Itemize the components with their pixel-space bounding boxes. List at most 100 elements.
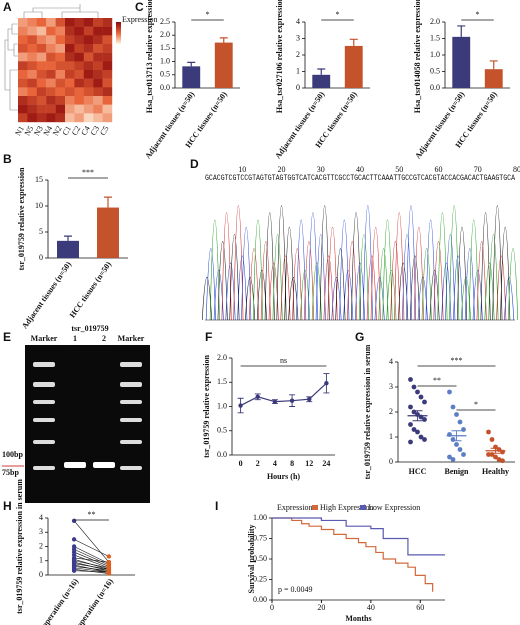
point <box>500 458 505 464</box>
trace-peak <box>378 248 389 321</box>
heatmap-cell <box>55 35 66 45</box>
heatmap-cell <box>93 18 103 27</box>
heatmap-cell <box>74 61 84 71</box>
trace-peak <box>323 255 334 321</box>
x-tick-label: 12 <box>305 459 313 468</box>
trace-peak <box>453 255 464 321</box>
significance-label: * <box>476 10 480 19</box>
position-label: 60 <box>434 165 442 174</box>
x-tick-label: 8 <box>290 459 294 468</box>
significance-label: * <box>206 10 210 19</box>
y-tick-label: 1 <box>389 432 393 441</box>
trace-peak <box>421 248 432 321</box>
heatmap-cell <box>36 26 47 36</box>
error-bar <box>219 37 228 43</box>
trace-peak <box>292 248 303 321</box>
heatmap-cell <box>102 18 113 27</box>
heatmap-cell <box>102 104 113 114</box>
point <box>418 434 424 440</box>
y-tick-label: 0.0 <box>160 83 170 92</box>
heatmap-cell <box>27 35 37 45</box>
y-tick-label: 10 <box>35 201 43 210</box>
heatmap-cell <box>27 87 37 97</box>
heatmap-cell <box>65 26 75 36</box>
panel-label: C <box>135 0 144 14</box>
y-axis-label: tsr_019759 relative expression <box>17 167 26 270</box>
y-tick-label: 0 <box>39 570 43 579</box>
trace-peak <box>362 205 373 321</box>
point <box>422 417 427 422</box>
bar <box>484 69 503 88</box>
y-tick-label: 1 <box>296 66 300 75</box>
heatmap-cell <box>93 96 103 105</box>
pair-line <box>74 567 109 573</box>
bar <box>57 240 79 258</box>
heatmap-cell <box>18 78 28 88</box>
significance-label: *** <box>451 356 463 365</box>
heatmap-cell <box>102 44 113 53</box>
heatmap-cell <box>18 113 28 123</box>
trace-peak <box>307 212 318 321</box>
trace-peak <box>488 233 499 321</box>
pair-line <box>73 520 110 563</box>
y-tick-label: 15 <box>35 175 43 184</box>
heatmap-cell <box>93 78 103 88</box>
y-tick-label: 1.0 <box>217 401 227 410</box>
point <box>106 559 112 565</box>
position-label: 30 <box>317 165 325 174</box>
y-tick-label: 5 <box>39 227 43 236</box>
trace-peak <box>413 226 424 321</box>
panel-label: D <box>190 157 199 171</box>
heatmap-cell <box>55 52 66 62</box>
heatmap-cell <box>27 78 37 88</box>
heatmap-cell <box>93 61 103 71</box>
point <box>447 454 452 460</box>
heatmap-cell <box>27 96 37 105</box>
trace-peak <box>496 255 507 321</box>
trace-peak <box>272 233 283 321</box>
heatmap-cell <box>46 70 56 79</box>
y-tick-label: 3 <box>39 527 43 536</box>
trace-peak <box>449 205 460 321</box>
pair-line <box>74 560 109 569</box>
heatmap-cell <box>27 52 37 62</box>
heatmap-cell <box>55 18 66 27</box>
point <box>71 568 77 573</box>
point <box>457 419 463 425</box>
y-tick-label: 1 <box>39 556 43 565</box>
heatmap-cell <box>46 78 56 88</box>
heatmap-cell <box>74 78 84 88</box>
y-tick-label: 4 <box>296 17 300 26</box>
point <box>415 389 420 395</box>
y-tick-label: 1.0 <box>430 50 440 59</box>
position-label: 50 <box>395 165 403 174</box>
y-axis-label: tsr_019759 relative expression in serum <box>15 479 24 614</box>
legend-label: High Expression <box>320 503 374 512</box>
heatmap-cell <box>65 96 75 105</box>
panel-label: G <box>355 330 364 344</box>
y-tick-label: 0.50 <box>253 554 267 563</box>
line <box>240 382 327 407</box>
error-bar <box>64 235 72 241</box>
heatmap-cell <box>55 26 66 36</box>
point <box>454 442 459 447</box>
bar <box>214 42 233 88</box>
point <box>457 447 463 452</box>
y-tick-label: 0.5 <box>217 426 227 435</box>
heatmap-cell <box>93 52 103 62</box>
point <box>486 452 491 457</box>
point <box>493 454 498 460</box>
y-axis-label: Hsa_tsr014058 relative expression <box>413 0 422 113</box>
heatmap-cell <box>74 35 84 45</box>
trace-peak <box>464 248 475 321</box>
y-tick-label: 3 <box>389 382 393 391</box>
y-tick-label: 1.5 <box>160 43 170 52</box>
position-label: 10 <box>238 165 246 174</box>
y-tick-label: 0 <box>389 457 393 466</box>
survival-curve <box>272 517 434 592</box>
column-label: C2 <box>70 124 82 137</box>
heatmap-cell <box>93 70 103 79</box>
marker-label: 100bp <box>2 450 23 459</box>
point <box>422 399 427 405</box>
point <box>447 389 452 395</box>
